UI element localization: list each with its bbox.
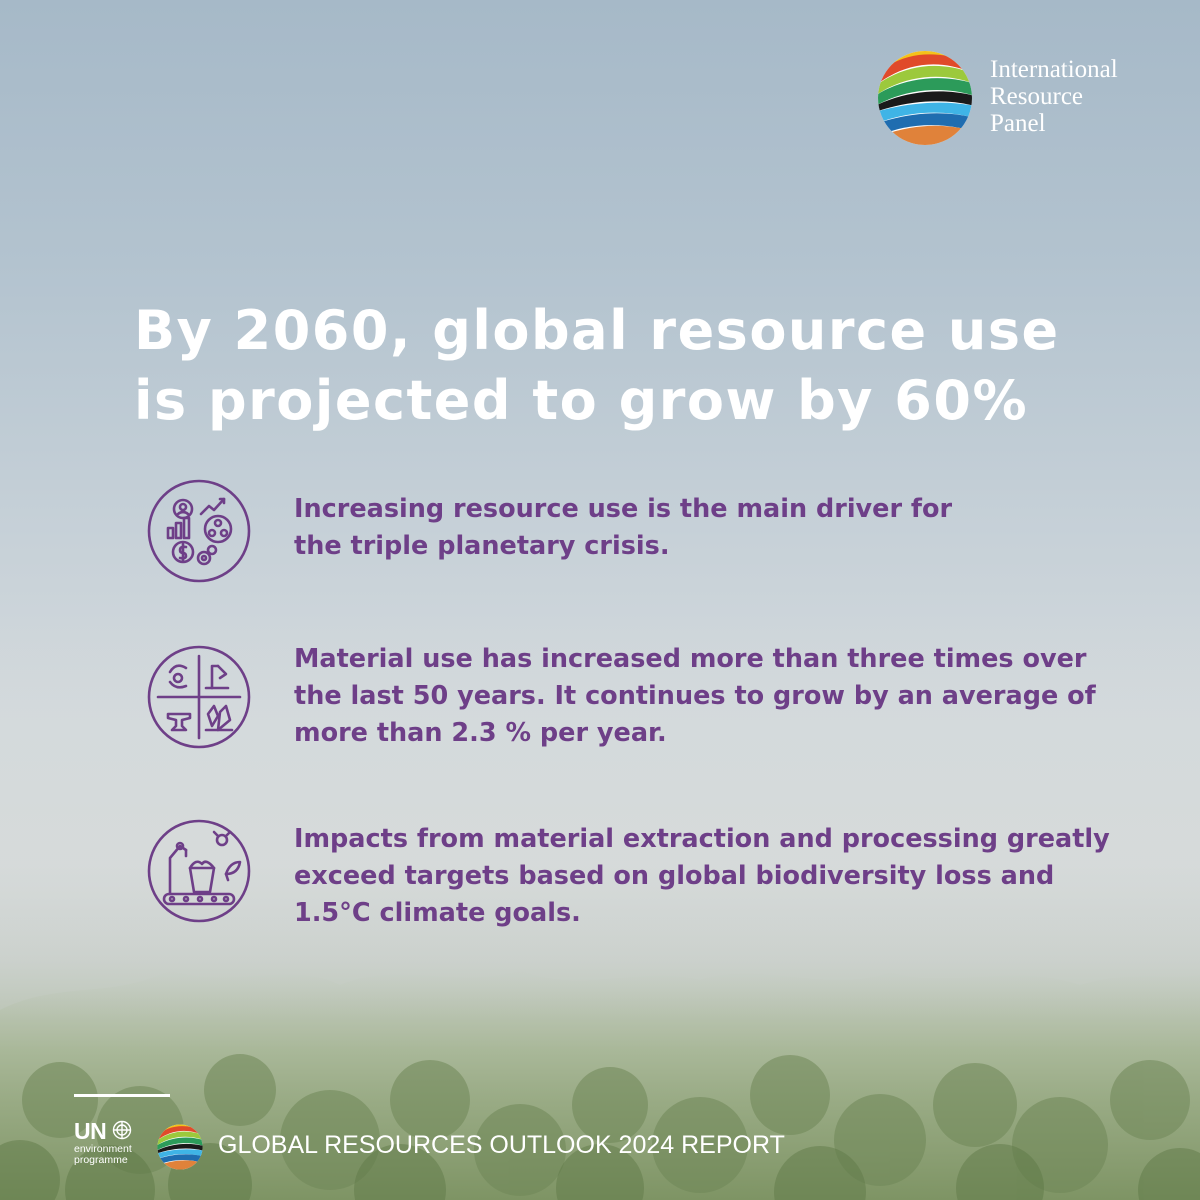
panel-name: International Resource Panel <box>990 56 1118 137</box>
footer-divider <box>74 1094 170 1097</box>
report-title: GLOBAL RESOURCES OUTLOOK 2024 REPORT <box>218 1131 785 1159</box>
un-emblem-icon <box>112 1120 132 1140</box>
key-point-line: Impacts from material extraction and pro… <box>294 824 1110 854</box>
forest-background <box>0 970 1200 1200</box>
key-point-text: Material use has increased more than thr… <box>294 641 1114 752</box>
key-point-line: 1.5°C climate goals. <box>294 898 581 928</box>
un-subtitle-line: programme <box>74 1154 128 1166</box>
irp-globe-logo <box>878 51 972 145</box>
panel-name-line: Resource <box>990 83 1084 110</box>
material-types-icon <box>147 645 251 749</box>
panel-name-line: International <box>990 56 1118 83</box>
key-point-line: Increasing resource use is the main driv… <box>294 494 953 524</box>
panel-name-line: Panel <box>990 110 1046 137</box>
un-subtitle: environment programme <box>74 1144 132 1166</box>
key-point-text: Increasing resource use is the main driv… <box>294 491 1114 565</box>
report-globe-logo <box>157 1124 203 1170</box>
key-point-line: the triple planetary crisis. <box>294 531 670 561</box>
economy-growth-icon <box>147 479 251 583</box>
un-environment-logo: UN environment programme <box>74 1118 156 1178</box>
headline-line: By 2060, global resource use <box>134 299 1060 362</box>
key-point-line: the last 50 years. It continues to grow … <box>294 681 1096 711</box>
un-subtitle-line: environment <box>74 1143 132 1155</box>
key-point-line: exceed targets based on global biodivers… <box>294 861 1055 891</box>
extraction-processing-icon <box>147 819 251 923</box>
headline: By 2060, global resource use is projecte… <box>134 296 1134 436</box>
un-abbrev: UN <box>74 1118 107 1144</box>
headline-line: is projected to grow by 60% <box>134 369 1029 432</box>
key-point-text: Impacts from material extraction and pro… <box>294 821 1114 932</box>
key-point-line: more than 2.3 % per year. <box>294 718 667 748</box>
key-point-line: Material use has increased more than thr… <box>294 644 1087 674</box>
